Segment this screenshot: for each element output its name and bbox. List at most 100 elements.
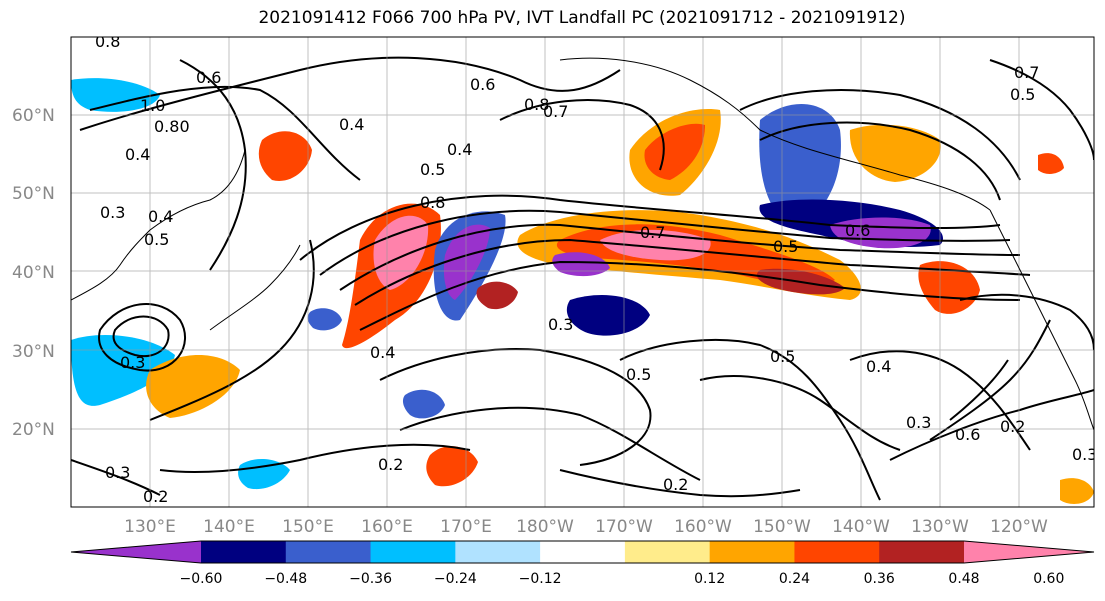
contour-label: 0.2 — [663, 475, 688, 494]
lon-label: 120°W — [990, 517, 1048, 537]
shade-negative-blob — [566, 295, 650, 336]
contour-line — [354, 238, 1031, 306]
lon-label: 130°W — [911, 517, 969, 537]
contour-label: 0.8 — [95, 32, 120, 51]
shade-negative-blob — [402, 389, 445, 419]
shade-negative-blob — [552, 252, 610, 277]
contour-line — [499, 99, 665, 171]
contour-label: 0.2 — [143, 487, 168, 506]
colorbar-segment — [794, 541, 880, 563]
contour-line — [399, 406, 701, 481]
contour-label: 0.6 — [470, 75, 495, 94]
contour-label: 0.7 — [640, 223, 665, 242]
contour-line — [959, 293, 1094, 351]
colorbar-tick-label: 0.24 — [779, 571, 810, 587]
colorbar-tick-label: 0.48 — [948, 571, 979, 587]
contour-line — [159, 443, 471, 473]
contour-label: 0.4 — [447, 140, 472, 159]
contour-label: 0.2 — [1000, 417, 1025, 436]
coastline-north-america — [989, 209, 1094, 431]
colorbar-tick-label: −0.12 — [519, 571, 562, 587]
colorbar-tick-label: 0.36 — [864, 571, 895, 587]
pv-contours — [71, 56, 1094, 501]
contour-label: 0.3 — [100, 203, 125, 222]
colorbar-segment — [624, 541, 711, 563]
lon-label: 130°E — [124, 517, 176, 537]
contour-label: 0.7 — [1014, 63, 1039, 82]
contour-label: 0.5 — [770, 347, 795, 366]
coastlines — [71, 57, 1094, 431]
contour-label: 0.2 — [378, 455, 403, 474]
colorbar-tick-label: −0.60 — [180, 571, 223, 587]
colorbar-segment — [540, 541, 626, 563]
lat-label: 60°N — [12, 106, 55, 126]
shade-positive-blob — [918, 261, 980, 314]
lat-label: 30°N — [12, 342, 55, 362]
shaded-field — [71, 78, 1094, 504]
shade-negative-blob — [71, 335, 175, 406]
contour-label: 1.0 — [140, 96, 165, 115]
contour-label: 0.8 — [420, 193, 445, 212]
contour-labels: 0.8 0.6 1.0 0.80 0.4 0.3 0.4 0.5 0.6 0.7… — [95, 32, 1094, 506]
lon-label: 140°W — [832, 517, 890, 537]
lon-labels: 130°E 140°E 150°E 160°E 170°E 180°W 170°… — [124, 517, 1048, 537]
contour-label: 0.5 — [144, 230, 169, 249]
contour-line — [379, 348, 652, 466]
colorbar-tick-label: 0.60 — [1033, 571, 1064, 587]
contour-label: 0.4 — [148, 207, 173, 226]
colorbar-segment — [879, 541, 965, 563]
lon-label: 180°W — [516, 517, 574, 537]
shade-positive-blob — [146, 355, 240, 418]
contour-line — [759, 121, 1001, 201]
colorbar-outline — [70, 540, 1095, 564]
contour-label: 0.6 — [196, 68, 221, 87]
colorbar-extend-high — [964, 541, 1094, 563]
contour-label: 0.6 — [955, 425, 980, 444]
lat-label: 20°N — [12, 420, 55, 440]
contour-label: 0.5 — [420, 160, 445, 179]
lon-label: 140°E — [203, 517, 255, 537]
contour-label: 0.5 — [773, 237, 798, 256]
lon-label: 150°W — [753, 517, 811, 537]
shade-negative-blob — [759, 103, 841, 225]
contour-label: 0.5 — [626, 365, 651, 384]
shade-positive-blob — [426, 446, 478, 487]
coastline-asia — [71, 149, 246, 301]
colorbar-segment — [709, 541, 795, 563]
contour-label: 0.7 — [543, 102, 568, 121]
colorbar: −0.60 −0.48 −0.36 −0.24 −0.12 0.12 0.24 0.36 0.4… — [70, 540, 1095, 587]
lat-labels: 60°N 50°N 40°N 30°N 20°N — [12, 106, 55, 440]
contour-line — [112, 315, 170, 358]
colorbar-segment — [201, 541, 287, 563]
shade-positive-blob — [1060, 478, 1094, 504]
map-frame — [70, 36, 1095, 508]
shade-negative-blob — [307, 308, 342, 331]
colorbar-tick-label: −0.48 — [264, 571, 307, 587]
contour-label: 0.3 — [105, 463, 130, 482]
contour-line — [949, 359, 1009, 421]
shade-positive-blob — [476, 281, 518, 310]
lat-label: 50°N — [12, 184, 55, 204]
contour-label: 0.80 — [154, 117, 190, 136]
contour-label: 0.4 — [866, 357, 891, 376]
contour-label: 0.4 — [370, 343, 395, 362]
shade-negative-blob — [443, 224, 490, 300]
contour-line — [299, 194, 1001, 261]
colorbar-tick-label: 0.12 — [694, 571, 725, 587]
shade-positive-blob — [644, 123, 705, 180]
contour-line — [79, 56, 621, 131]
contour-label: 0.3 — [906, 413, 931, 432]
coastline-alaska — [559, 57, 991, 211]
colorbar-segment — [285, 541, 372, 563]
lon-label: 160°W — [674, 517, 732, 537]
contour-line — [339, 223, 1021, 291]
lon-label: 170°E — [440, 517, 492, 537]
contour-line — [929, 319, 1051, 441]
shade-positive-blob — [1038, 153, 1064, 174]
map-title: 2021091412 F066 700 hPa PV, IVT Landfall… — [258, 8, 906, 28]
contour-label: 0.3 — [548, 315, 573, 334]
lon-label: 170°W — [595, 517, 653, 537]
contour-line — [989, 59, 1094, 161]
shade-positive-blob — [258, 131, 312, 181]
